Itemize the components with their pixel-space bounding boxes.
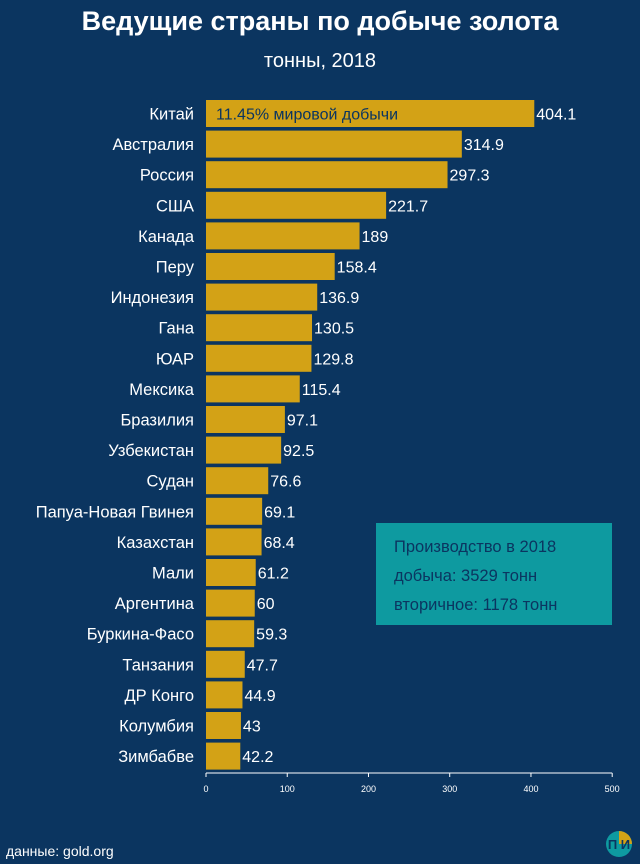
- logo-icon: П И: [606, 831, 632, 857]
- category-label: Буркина-Фасо: [87, 626, 194, 644]
- value-label: 297.3: [450, 168, 490, 185]
- category-label: Папуа-Новая Гвинея: [36, 503, 194, 521]
- value-label: 314.9: [464, 137, 504, 154]
- category-label: Перу: [156, 259, 195, 277]
- bar: [206, 436, 282, 464]
- bar: [206, 283, 318, 311]
- value-label: 115.4: [302, 382, 341, 399]
- value-label: 158.4: [337, 260, 377, 277]
- category-label: Мексика: [129, 381, 195, 399]
- china-share-annotation: 11.45% мировой добычи: [216, 107, 398, 124]
- category-label: Колумбия: [119, 718, 194, 736]
- x-tick-label: 200: [361, 784, 376, 794]
- category-label: Австралия: [112, 136, 194, 154]
- value-label: 43: [243, 719, 261, 736]
- logo-text: П И: [608, 837, 630, 852]
- bar: [206, 253, 335, 280]
- value-label: 68.4: [264, 535, 295, 552]
- category-label: Узбекистан: [108, 442, 194, 460]
- value-label: 44.9: [244, 688, 275, 705]
- bar: [206, 589, 255, 617]
- chart-title: Ведущие страны по добыче золота: [81, 6, 559, 36]
- value-label: 221.7: [388, 198, 428, 215]
- bar: [206, 222, 360, 250]
- value-label: 92.5: [283, 443, 314, 460]
- value-label: 130.5: [314, 321, 354, 338]
- category-label: Индонезия: [111, 289, 194, 307]
- bar: [206, 161, 448, 189]
- bar: [206, 344, 312, 372]
- infobox-recycled: вторичное: 1178 тонн: [394, 596, 558, 614]
- category-label: Россия: [140, 167, 194, 185]
- bar: [206, 406, 285, 433]
- bar-chart: Китай 404.1 Австралия 314.9 Россия 297.3 США 22…: [36, 100, 620, 794]
- data-source: данные: gold.org: [6, 843, 114, 859]
- category-label: Мали: [152, 565, 194, 583]
- value-label: 69.1: [264, 504, 295, 521]
- x-tick-label: 500: [605, 784, 620, 794]
- infobox-title: Производство в 2018: [394, 538, 557, 556]
- category-label: Аргентина: [115, 595, 195, 613]
- value-label: 60: [257, 596, 275, 613]
- x-tick-label: 0: [203, 784, 208, 794]
- category-label: Судан: [146, 473, 194, 491]
- production-infobox: Производство в 2018 добыча: 3529 тонн вт…: [376, 523, 612, 625]
- value-label: 404.1: [536, 107, 576, 124]
- bar: [206, 497, 263, 525]
- value-label: 42.2: [242, 749, 273, 766]
- category-label: Танзания: [122, 656, 194, 674]
- category-label: Гана: [159, 320, 195, 338]
- bar: [206, 528, 262, 556]
- bar: [206, 314, 313, 342]
- category-label: Канада: [138, 228, 195, 246]
- chart-subtitle: тонны, 2018: [263, 50, 377, 72]
- bar: [206, 742, 241, 770]
- category-label: Казахстан: [117, 534, 194, 552]
- bar: [206, 191, 387, 219]
- category-label: Бразилия: [120, 412, 194, 430]
- bar: [206, 620, 255, 648]
- bar: [206, 100, 535, 127]
- bars-layer: Китай 404.1 Австралия 314.9 Россия 297.3 США 22…: [36, 100, 576, 770]
- value-label: 136.9: [319, 290, 359, 307]
- x-tick-label: 300: [442, 784, 457, 794]
- value-label: 129.8: [313, 351, 353, 368]
- infobox-mining: добыча: 3529 тонн: [394, 567, 538, 585]
- category-label: Зимбабве: [118, 748, 194, 766]
- bar: [206, 130, 462, 158]
- x-axis: 0 100 200 300 400 500: [203, 772, 620, 794]
- bar: [206, 650, 245, 678]
- value-label: 189: [362, 229, 389, 246]
- category-label: США: [156, 197, 194, 215]
- value-label: 76.6: [270, 474, 301, 491]
- bar: [206, 559, 256, 586]
- bar: [206, 712, 241, 739]
- value-label: 61.2: [258, 566, 289, 583]
- value-label: 47.7: [247, 657, 278, 674]
- category-label: ЮАР: [156, 350, 194, 368]
- x-tick-label: 400: [523, 784, 538, 794]
- value-label: 97.1: [287, 413, 318, 430]
- bar: [206, 375, 300, 403]
- value-label: 59.3: [256, 627, 287, 644]
- x-tick-label: 100: [280, 784, 295, 794]
- category-label: Китай: [149, 106, 194, 124]
- bar: [206, 467, 269, 495]
- bar: [206, 681, 243, 709]
- category-label: ДР Конго: [125, 687, 195, 705]
